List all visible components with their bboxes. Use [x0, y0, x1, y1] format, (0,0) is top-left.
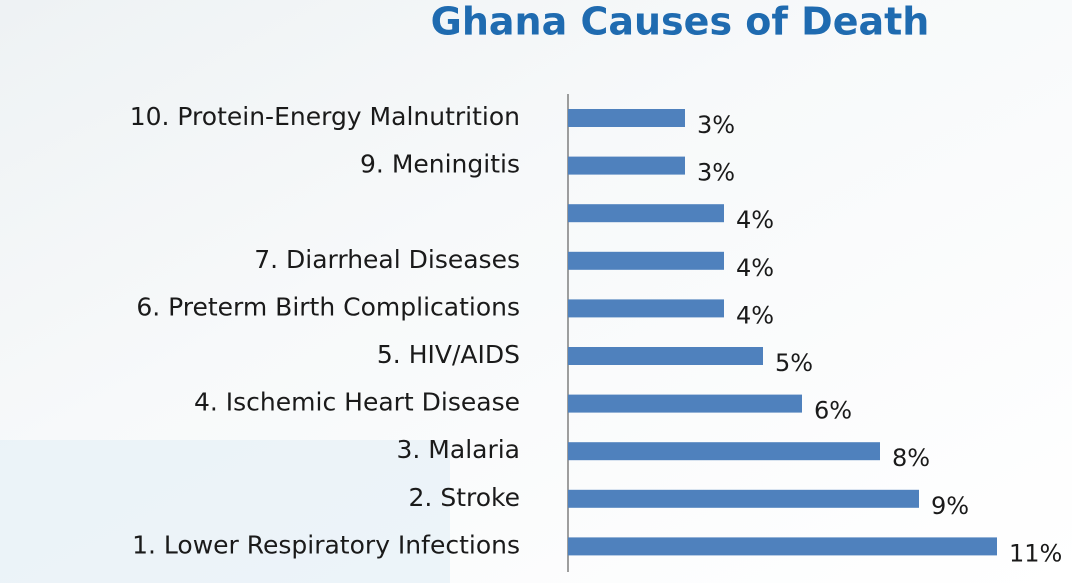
value-label: 6% [814, 397, 852, 425]
category-label: 10. Protein-Energy Malnutrition [130, 102, 520, 131]
bar [568, 252, 724, 270]
value-label: 4% [736, 206, 774, 234]
bar [568, 157, 685, 175]
value-label: 8% [892, 444, 930, 472]
category-label: 1. Lower Respiratory Infections [132, 530, 520, 559]
bar [568, 204, 724, 222]
bar [568, 395, 802, 413]
category-label: 7. Diarrheal Diseases [254, 245, 520, 274]
value-label: 5% [775, 349, 813, 377]
value-label: 9% [931, 492, 969, 520]
category-label: 5. HIV/AIDS [377, 340, 520, 369]
bar [568, 347, 763, 365]
value-label: 4% [736, 254, 774, 282]
chart: Ghana Causes of Death 10. Protein-Energy… [0, 0, 1072, 583]
category-label: 9. Meningitis [360, 150, 520, 179]
chart-title: Ghana Causes of Death [431, 0, 930, 44]
value-label: 11% [1009, 539, 1062, 567]
category-label: 4. Ischemic Heart Disease [194, 388, 520, 417]
value-label: 3% [697, 159, 735, 187]
value-label: 4% [736, 301, 774, 329]
bar [568, 299, 724, 317]
bar [568, 109, 685, 127]
bar [568, 442, 880, 460]
category-label: 6. Preterm Birth Complications [136, 292, 520, 321]
category-label: 2. Stroke [409, 483, 520, 512]
bar [568, 537, 997, 555]
bar [568, 490, 919, 508]
value-label: 3% [697, 111, 735, 139]
category-label: 3. Malaria [397, 435, 521, 464]
background-shade [0, 440, 450, 583]
